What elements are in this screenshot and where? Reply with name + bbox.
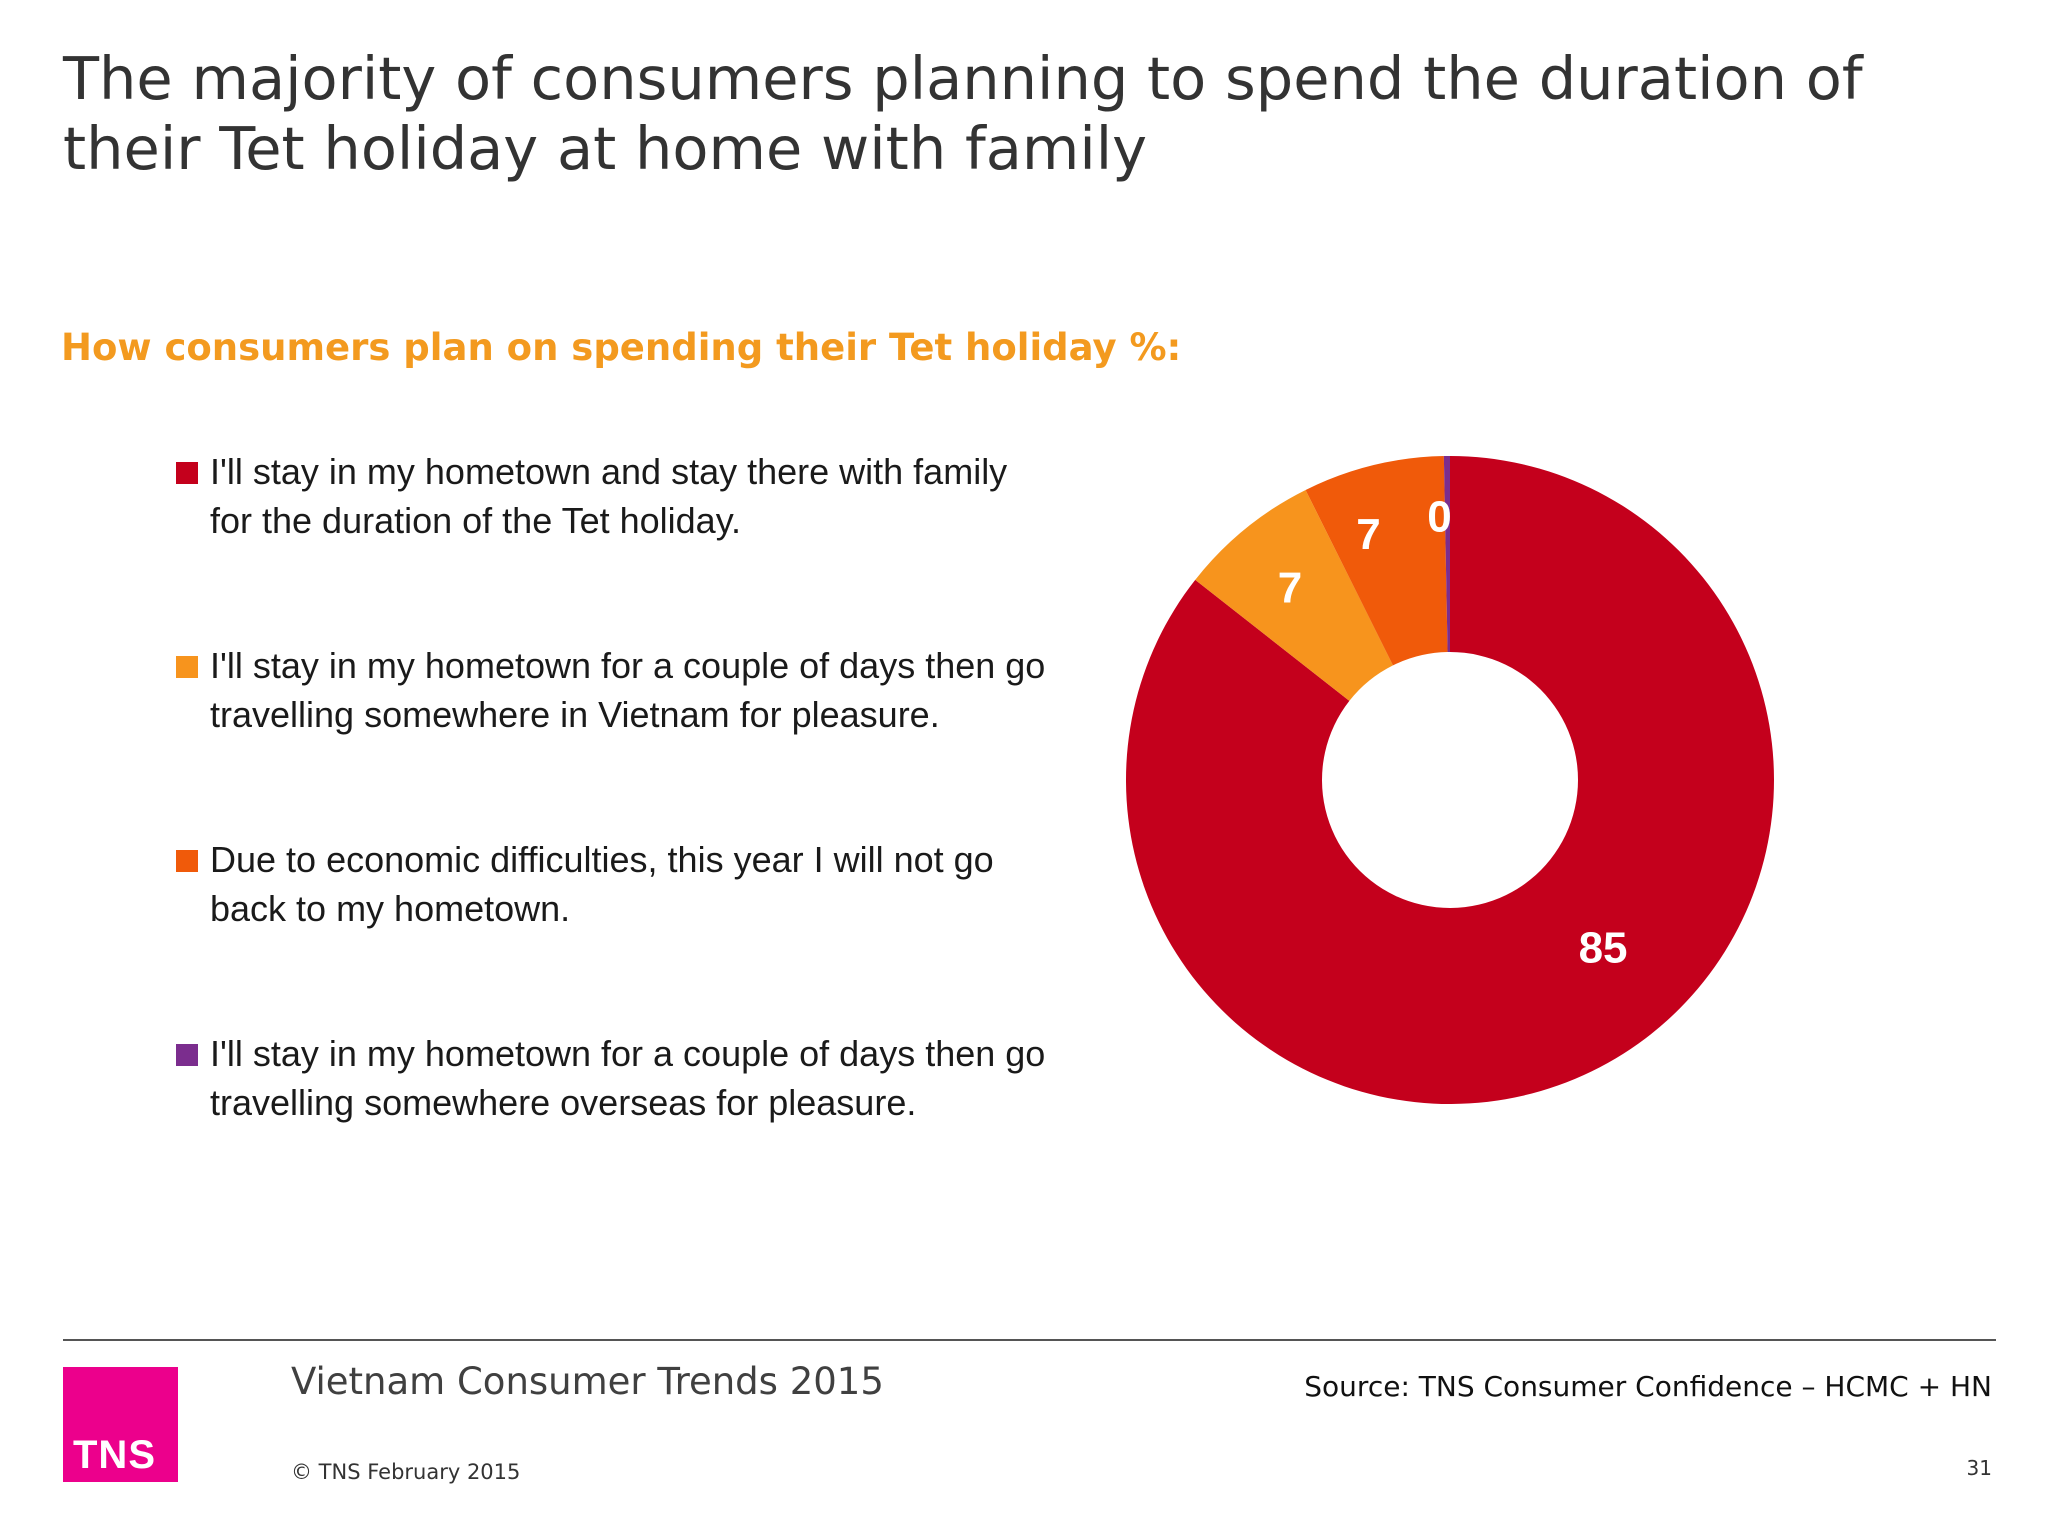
logo-text: TNS <box>73 1433 156 1477</box>
legend-item-not-go-back: Due to economic difficulties, this year … <box>176 835 1056 933</box>
legend-item-stay-with-family: I'll stay in my hometown and stay there … <box>176 447 1056 545</box>
legend-swatch <box>176 462 198 484</box>
legend-swatch <box>176 850 198 872</box>
legend-item-travel-overseas: I'll stay in my hometown for a couple of… <box>176 1029 1056 1127</box>
data-label: 7 <box>1356 510 1380 559</box>
data-label: 0 <box>1427 493 1451 542</box>
page-number: 31 <box>1966 1456 1992 1480</box>
footer-divider <box>63 1339 1996 1341</box>
donut-slice <box>1126 456 1774 1104</box>
tns-logo: TNS <box>63 1367 178 1482</box>
legend-label: I'll stay in my hometown for a couple of… <box>210 645 1046 735</box>
report-title: Vietnam Consumer Trends 2015 <box>291 1360 884 1403</box>
source-text: Source: TNS Consumer Confidence – HCMC +… <box>1304 1370 1992 1403</box>
legend-swatch <box>176 656 198 678</box>
donut-slice <box>1305 456 1448 666</box>
copyright-text: © TNS February 2015 <box>291 1460 521 1484</box>
legend-label: I'll stay in my hometown for a couple of… <box>210 1033 1046 1123</box>
legend-label: I'll stay in my hometown and stay there … <box>210 451 1008 541</box>
legend-item-travel-vietnam: I'll stay in my hometown for a couple of… <box>176 641 1056 739</box>
donut-slice <box>1443 456 1450 653</box>
chart-title: How consumers plan on spending their Tet… <box>61 326 1182 369</box>
data-label: 85 <box>1579 924 1628 973</box>
slide-title: The majority of consumers planning to sp… <box>63 44 1863 183</box>
data-label: 7 <box>1278 563 1302 612</box>
legend-label: Due to economic difficulties, this year … <box>210 839 994 929</box>
chart-legend: I'll stay in my hometown and stay there … <box>176 447 1056 1223</box>
donut-chart: 85 7 7 0 <box>1110 440 1790 1120</box>
legend-swatch <box>176 1044 198 1066</box>
donut-slice <box>1195 489 1393 701</box>
